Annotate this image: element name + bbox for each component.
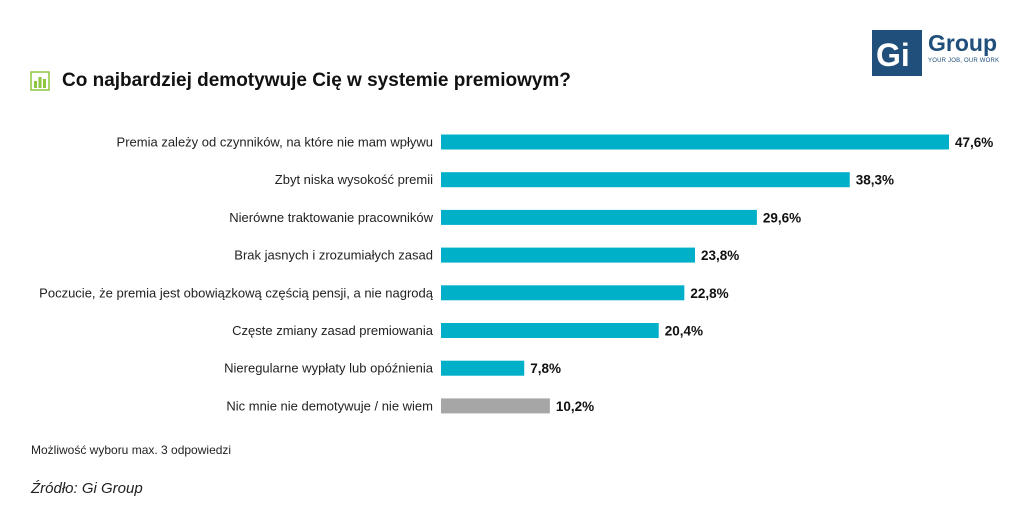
bar bbox=[441, 323, 659, 338]
gi-group-logo: Gi Group YOUR JOB, OUR WORK bbox=[872, 30, 999, 76]
value-label: 10,2% bbox=[556, 399, 594, 414]
category-label: Nieregularne wypłaty lub opóźnienia bbox=[224, 361, 434, 376]
value-label: 22,8% bbox=[690, 286, 728, 301]
category-label: Premia zależy od czynników, na które nie… bbox=[117, 135, 433, 150]
chart-title-row: Co najbardziej demotywuje Cię w systemie… bbox=[30, 70, 571, 92]
svg-text:Gi: Gi bbox=[876, 37, 910, 73]
category-label: Częste zmiany zasad premiowania bbox=[232, 323, 434, 338]
bar bbox=[441, 134, 949, 150]
bar-chart-icon bbox=[30, 71, 50, 91]
category-label: Nic mnie nie demotywuje / nie wiem bbox=[226, 398, 433, 413]
value-label: 47,6% bbox=[955, 135, 993, 150]
chart-title: Co najbardziej demotywuje Cię w systemie… bbox=[62, 70, 571, 91]
bar bbox=[441, 285, 685, 301]
value-label: 29,6% bbox=[763, 210, 801, 225]
bar bbox=[441, 247, 695, 263]
bar bbox=[441, 172, 850, 188]
category-label: Poczucie, że premia jest obowiązkową czę… bbox=[39, 285, 434, 300]
bar bbox=[441, 360, 525, 376]
source-note: Źródło: Gi Group bbox=[31, 480, 143, 497]
category-label: Brak jasnych i zrozumiałych zasad bbox=[234, 248, 433, 263]
category-label: Zbyt niska wysokość premii bbox=[275, 172, 433, 187]
value-label: 23,8% bbox=[701, 248, 739, 263]
bar bbox=[441, 398, 550, 414]
value-label: 38,3% bbox=[856, 173, 894, 188]
logo-tagline: YOUR JOB, OUR WORK bbox=[928, 58, 1000, 64]
bar bbox=[441, 209, 757, 225]
category-label: Nierówne traktowanie pracowników bbox=[229, 210, 433, 225]
value-label: 7,8% bbox=[530, 361, 561, 376]
value-label: 20,4% bbox=[665, 324, 703, 339]
logo-name: Group bbox=[928, 30, 997, 56]
footnote: Możliwość wyboru max. 3 odpowiedzi bbox=[31, 443, 232, 457]
gi-logo-mark: Gi bbox=[872, 30, 922, 76]
